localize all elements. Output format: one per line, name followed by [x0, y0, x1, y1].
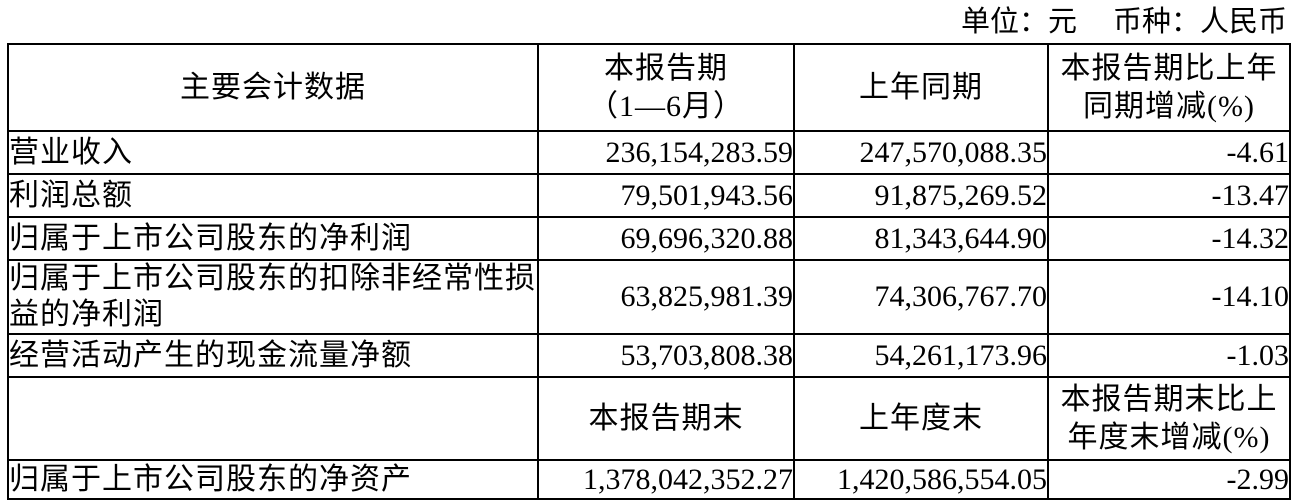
header-prior-end-cell: 上年度末 — [793, 376, 1049, 461]
header-current-end-cell: 本报告期末 — [537, 376, 795, 461]
metric-label-cell: 利润总额 — [7, 173, 539, 218]
key-accounting-data-table: 主要会计数据 本报告期 （1—6月） 上年同期 本报告期比上年 同期增减(%) … — [7, 43, 1291, 500]
current-period-value-cell: 236,154,283.59 — [537, 130, 795, 175]
header-prior-period-cell: 上年同期 — [793, 43, 1049, 132]
unit-label: 单位：元 — [960, 6, 1077, 38]
prior-period-value-cell: 54,261,173.96 — [793, 333, 1049, 378]
prior-period-value-cell: 81,343,644.90 — [793, 216, 1049, 261]
prior-period-value-cell: 74,306,767.70 — [793, 259, 1049, 335]
header-current-period-line2: （1—6月） — [588, 89, 744, 123]
header-change-line2: 同期增减(%) — [1083, 89, 1255, 123]
change-value-cell: -14.32 — [1047, 216, 1291, 261]
currency-label: 币种：人民币 — [1112, 6, 1287, 38]
table-row: 经营活动产生的现金流量净额 53,703,808.38 54,261,173.9… — [7, 333, 1291, 378]
table-row: 营业收入 236,154,283.59 247,570,088.35 -4.61 — [7, 130, 1291, 175]
header-change-line1: 本报告期比上年 — [1060, 51, 1278, 85]
change-value-cell: -1.03 — [1047, 333, 1291, 378]
table-header-period: 主要会计数据 本报告期 （1—6月） 上年同期 本报告期比上年 同期增减(%) — [7, 43, 1291, 132]
header-empty-cell — [7, 376, 539, 461]
header-end-change-line2: 年度末增减(%) — [1067, 420, 1271, 454]
header-current-period-line1: 本报告期 — [604, 51, 728, 85]
current-period-value-cell: 79,501,943.56 — [537, 173, 795, 218]
table-row: 利润总额 79,501,943.56 91,875,269.52 -13.47 — [7, 173, 1291, 218]
table-row: 归属于上市公司股东的净利润 69,696,320.88 81,343,644.9… — [7, 216, 1291, 261]
header-end-change-line1: 本报告期末比上 — [1060, 382, 1278, 416]
prior-period-value-cell: 247,570,088.35 — [793, 130, 1049, 175]
unit-currency-line: 单位：元 币种：人民币 — [961, 5, 1287, 39]
table-row: 归属于上市公司股东的扣除非经常性损益的净利润 63,825,981.39 74,… — [7, 259, 1291, 335]
metric-label-cell: 归属于上市公司股东的净资产 — [7, 459, 539, 500]
metric-label-cell: 归属于上市公司股东的扣除非经常性损益的净利润 — [7, 259, 539, 335]
current-period-value-cell: 63,825,981.39 — [537, 259, 795, 335]
prior-period-value-cell: 91,875,269.52 — [793, 173, 1049, 218]
current-end-value-cell: 1,378,042,352.27 — [537, 459, 795, 500]
prior-end-value-cell: 1,420,586,554.05 — [793, 459, 1049, 500]
table-row: 归属于上市公司股东的净资产 1,378,042,352.27 1,420,586… — [7, 459, 1291, 500]
change-value-cell: -2.99 — [1047, 459, 1291, 500]
header-current-period-cell: 本报告期 （1—6月） — [537, 43, 795, 132]
table-header-period-end: 本报告期末 上年度末 本报告期末比上 年度末增减(%) — [7, 376, 1291, 461]
current-period-value-cell: 69,696,320.88 — [537, 216, 795, 261]
change-value-cell: -4.61 — [1047, 130, 1291, 175]
change-value-cell: -14.10 — [1047, 259, 1291, 335]
metric-label-cell: 经营活动产生的现金流量净额 — [7, 333, 539, 378]
change-value-cell: -13.47 — [1047, 173, 1291, 218]
metric-label-cell: 营业收入 — [7, 130, 539, 175]
current-period-value-cell: 53,703,808.38 — [537, 333, 795, 378]
metric-label-cell: 归属于上市公司股东的净利润 — [7, 216, 539, 261]
header-end-change-cell: 本报告期末比上 年度末增减(%) — [1047, 376, 1291, 461]
header-change-cell: 本报告期比上年 同期增减(%) — [1047, 43, 1291, 132]
header-metric-cell: 主要会计数据 — [7, 43, 539, 132]
